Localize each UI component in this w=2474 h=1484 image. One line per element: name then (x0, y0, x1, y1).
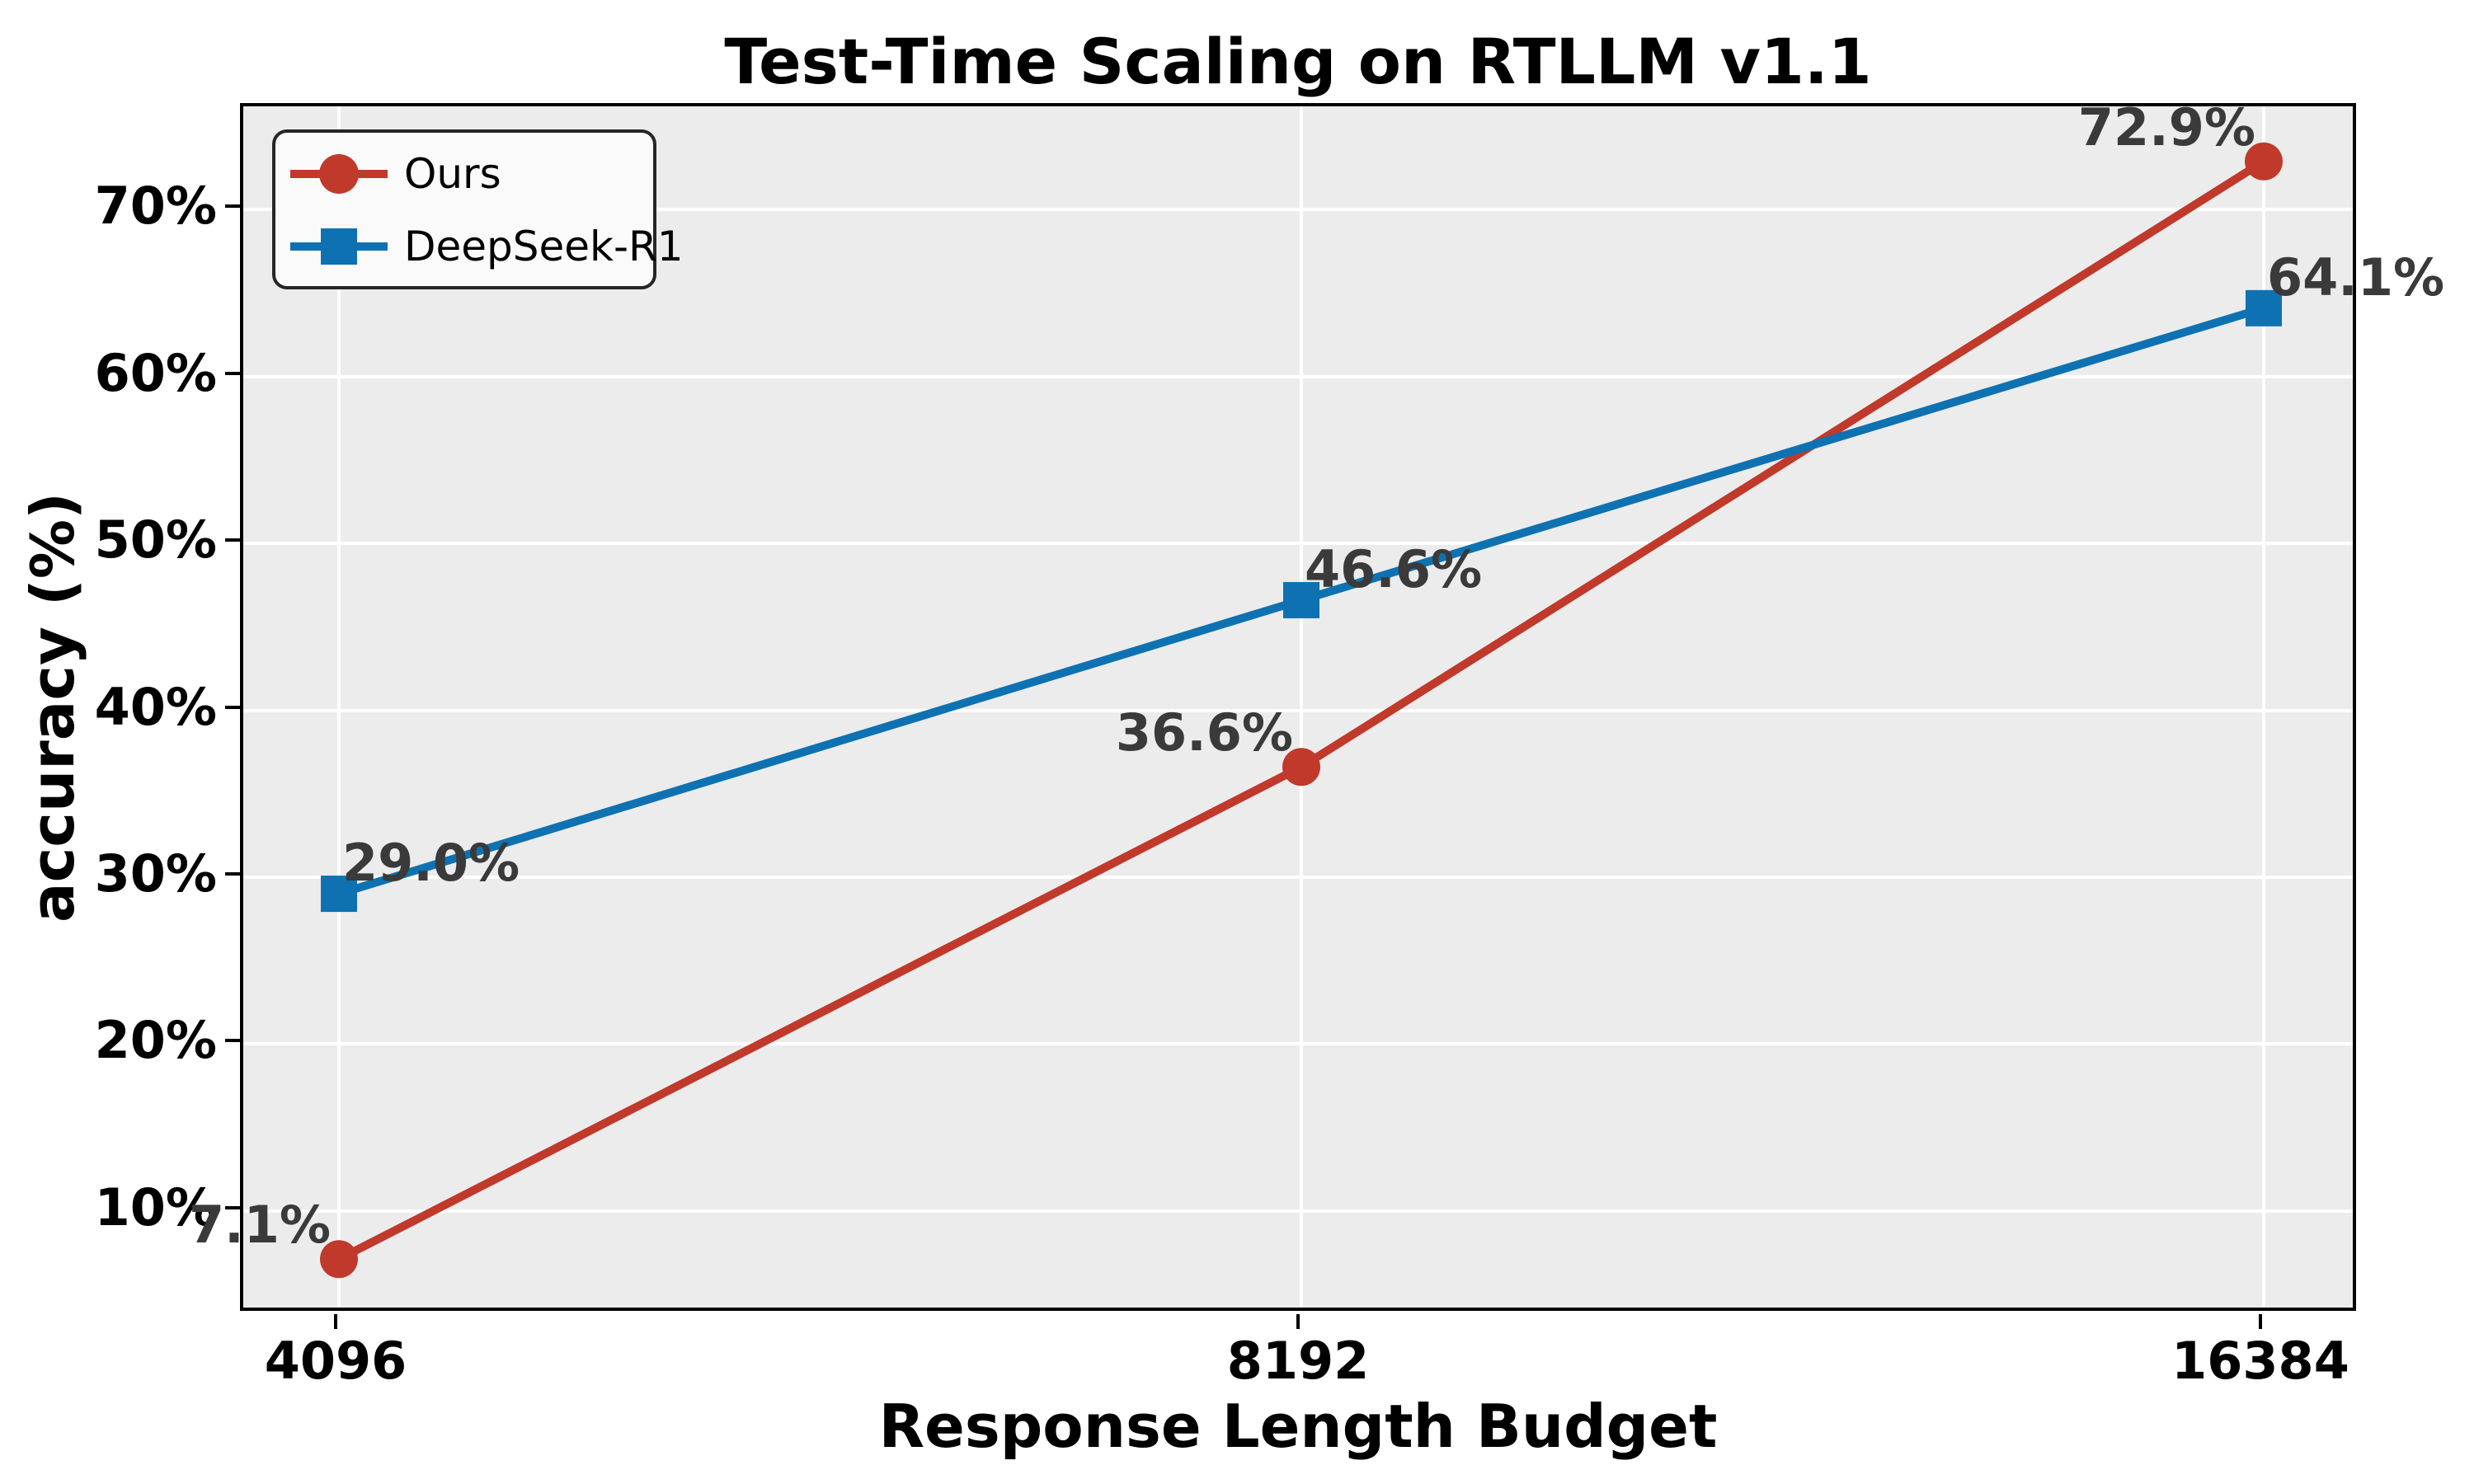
y-tick-mark (225, 1039, 240, 1043)
gridline-horizontal (243, 208, 2353, 212)
y-tick-mark (225, 871, 240, 876)
circle-marker-icon (319, 154, 359, 194)
data-point-marker-circle (320, 1240, 358, 1279)
data-label: 7.1% (189, 1195, 331, 1256)
gridline-vertical (1300, 106, 1303, 1308)
legend: Ours DeepSeek-R1 (272, 129, 684, 289)
data-label: 46.6% (1305, 538, 1483, 599)
gridline-vertical (2262, 106, 2265, 1308)
square-marker-icon (321, 228, 357, 265)
data-label: 72.9% (2077, 96, 2255, 157)
y-tick-label: 60% (94, 342, 217, 403)
gridline-horizontal (243, 875, 2353, 879)
x-tick-label: 4096 (264, 1331, 407, 1391)
data-point-marker-circle (1282, 748, 1320, 787)
y-tick-mark (225, 371, 240, 375)
data-point-marker-square (1283, 581, 1319, 618)
x-tick-mark (1296, 1314, 1300, 1329)
data-label: 64.1% (2267, 247, 2445, 308)
y-tick-label: 40% (94, 676, 217, 737)
x-tick-mark (2259, 1314, 2262, 1329)
data-label: 36.6% (1115, 702, 1293, 763)
data-label: 29.0% (342, 833, 520, 894)
data-point-marker-circle (2245, 142, 2283, 181)
gridline-horizontal (243, 374, 2353, 378)
y-tick-label: 30% (94, 843, 217, 904)
y-tick-label: 70% (94, 176, 217, 237)
gridline-horizontal (243, 1209, 2353, 1213)
gridline-horizontal (243, 708, 2353, 712)
legend-item-deepseek-r1: DeepSeek-R1 (275, 210, 684, 283)
y-tick-mark (225, 1205, 240, 1209)
y-tick-label: 10% (94, 1176, 217, 1237)
x-tick-label: 8192 (1226, 1331, 1370, 1391)
y-tick-mark (225, 538, 240, 542)
data-point-marker-square (2246, 289, 2282, 326)
legend-handle (290, 210, 388, 283)
gridline-horizontal (243, 542, 2353, 546)
legend-label: Ours (404, 150, 501, 198)
gridline-vertical (337, 106, 341, 1308)
x-tick-mark (334, 1314, 337, 1329)
data-point-marker-square (321, 876, 357, 913)
gridline-horizontal (243, 1042, 2353, 1046)
x-tick-label: 16384 (2171, 1331, 2349, 1391)
y-tick-mark (225, 705, 240, 709)
y-tick-label: 20% (94, 1010, 217, 1071)
legend-handle (290, 138, 388, 210)
legend-item-ours: Ours (275, 138, 653, 210)
plot-area (240, 103, 2356, 1311)
chart-title: Test-Time Scaling on RTLLM v1.1 (724, 25, 1872, 98)
series-line-ours (336, 157, 2266, 1263)
y-tick-mark (225, 204, 240, 209)
x-axis-label: Response Length Budget (878, 1392, 1718, 1461)
legend-label: DeepSeek-R1 (404, 223, 684, 270)
series-plot (320, 142, 2283, 1279)
y-tick-label: 50% (94, 510, 217, 571)
